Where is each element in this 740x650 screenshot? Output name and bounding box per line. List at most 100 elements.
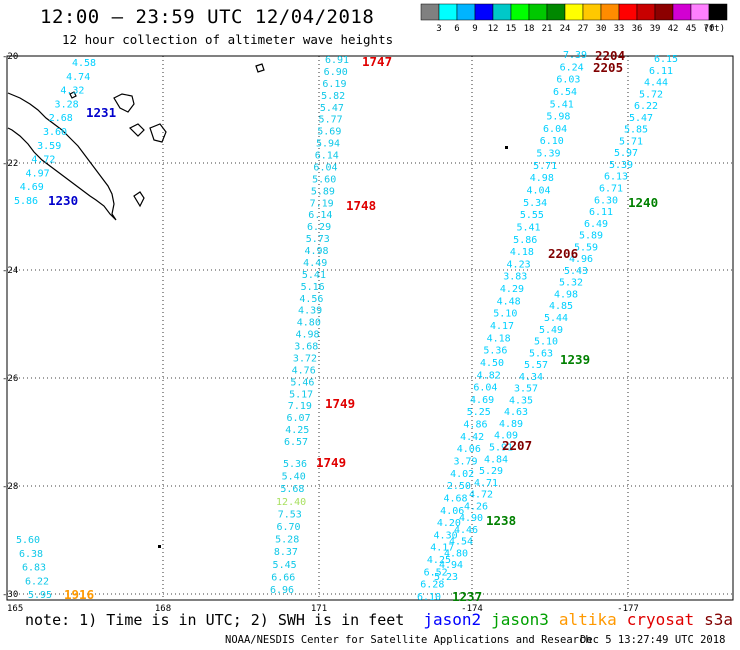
track-b-value: 5.36 bbox=[483, 346, 507, 357]
track-a-value: 5.46 bbox=[290, 377, 314, 388]
track-time-label: 1230 bbox=[48, 193, 78, 208]
track-b-value: 4.23 bbox=[507, 259, 531, 270]
sw-track-value: 6.22 bbox=[25, 576, 49, 587]
track-c-value: 6.13 bbox=[604, 172, 628, 183]
track-a-value: 5.94 bbox=[316, 139, 340, 150]
scale-label: 42 bbox=[668, 24, 679, 34]
track-b-value: 6.10 bbox=[417, 592, 441, 603]
scale-label: 6 bbox=[454, 24, 459, 34]
track-c-value: 4.63 bbox=[504, 407, 528, 418]
track-c-value: 6.11 bbox=[649, 66, 673, 77]
island-pines bbox=[133, 191, 145, 208]
track-b-value: 4.50 bbox=[480, 358, 504, 369]
track-c-value: 5.10 bbox=[534, 337, 558, 348]
track-c-value: 4.72 bbox=[469, 490, 493, 501]
track-time-label: 1237 bbox=[452, 589, 482, 604]
satellite-jason3: jason3 bbox=[491, 610, 549, 629]
track-b-value: 6.28 bbox=[420, 580, 444, 591]
track-time-label: 1240 bbox=[628, 195, 658, 210]
lat-label: -28 bbox=[2, 482, 18, 492]
track-c-value: 5.71 bbox=[619, 136, 643, 147]
west-track-value: 4.74 bbox=[66, 72, 90, 83]
track-b-value: 5.34 bbox=[523, 198, 547, 209]
track-a-value: 6.14 bbox=[308, 210, 332, 221]
track-b-value: 4.18 bbox=[487, 333, 511, 344]
track-a-value: 5.68 bbox=[280, 484, 304, 495]
track-b-value: 4.42 bbox=[460, 432, 484, 443]
track-c-value: 5.85 bbox=[624, 125, 648, 136]
map-axes: 165 168 171 -174 -177 -20 -22 -24 -26 -28 -30 bbox=[2, 52, 639, 614]
track-time-label: 1916 bbox=[64, 587, 94, 602]
page-title: 12:00 – 23:59 UTC 12/04/2018 bbox=[40, 6, 375, 28]
track-a-value: 4.49 bbox=[303, 258, 327, 269]
track-b-value: 2.50 bbox=[447, 481, 471, 492]
lon-label: -177 bbox=[617, 604, 639, 614]
scale-label: 18 bbox=[524, 24, 535, 34]
track-b-value: 6.03 bbox=[556, 75, 580, 86]
lat-label: -20 bbox=[2, 52, 18, 62]
lat-label: -26 bbox=[2, 374, 18, 384]
lat-label: -22 bbox=[2, 159, 18, 169]
sw-track-value: 6.38 bbox=[19, 549, 43, 560]
track-c-value: 5.49 bbox=[539, 325, 563, 336]
scale-label: 24 bbox=[560, 24, 571, 34]
track-a-value: 5.69 bbox=[317, 127, 341, 138]
track-b-value: 4.04 bbox=[526, 186, 550, 197]
satellite-s3a: s3a bbox=[704, 610, 734, 629]
satellite-cryosat: cryosat bbox=[626, 610, 695, 629]
west-track-value: 3.59 bbox=[37, 141, 61, 152]
track-c-value: 4.09 bbox=[494, 431, 518, 442]
track-a-value: 4.98 bbox=[295, 330, 319, 341]
track-c-value: 5.72 bbox=[639, 89, 663, 100]
track-a-value: 3.72 bbox=[293, 353, 317, 364]
track-c-value: 4.26 bbox=[464, 501, 488, 512]
track-b-value: 5.98 bbox=[546, 112, 570, 123]
track-c-value: 4.46 bbox=[454, 525, 478, 536]
track-c-value: 5.32 bbox=[559, 278, 583, 289]
lon-label: -174 bbox=[461, 604, 483, 614]
track-a-value: 5.40 bbox=[282, 472, 306, 483]
track-c-value: 6.22 bbox=[634, 101, 658, 112]
island-dot-2 bbox=[505, 146, 508, 149]
track-b-value: 6.24 bbox=[560, 62, 584, 73]
track-a-value: 5.82 bbox=[321, 91, 345, 102]
coastline bbox=[7, 63, 265, 221]
track-time-label: 1239 bbox=[560, 352, 590, 367]
track-c-value: 5.29 bbox=[479, 466, 503, 477]
lon-label: 171 bbox=[311, 604, 327, 614]
track-a-value: 6.96 bbox=[270, 585, 294, 596]
scale-label: 70 bbox=[704, 24, 715, 34]
track-c-value: 4.98 bbox=[554, 289, 578, 300]
track-c-value: 5.89 bbox=[579, 231, 603, 242]
scale-label: 36 bbox=[632, 24, 643, 34]
satellite-altika: altika bbox=[558, 610, 617, 629]
track-c-value: 6.11 bbox=[589, 207, 613, 218]
track-a-value: 3.68 bbox=[294, 342, 318, 353]
track-time-label: 1747 bbox=[362, 54, 392, 69]
track-b-value: 4.02 bbox=[450, 469, 474, 480]
west-track-value: 4.72 bbox=[31, 155, 55, 166]
track-a-value: 12.40 bbox=[276, 497, 306, 508]
track-b-value: 4.17 bbox=[490, 321, 514, 332]
track-b-value: 5.41 bbox=[516, 222, 540, 233]
track-b-value: 4.25 bbox=[427, 555, 451, 566]
track-c-value: 4.54 bbox=[449, 537, 473, 548]
track-a-value: 5.45 bbox=[273, 560, 297, 571]
west-track-value: 4.32 bbox=[60, 86, 84, 97]
satellite-legend: jason2 jason3 altika cryosat s3a bbox=[413, 610, 734, 629]
lat-label: -24 bbox=[2, 266, 18, 276]
track-b-value: 4.18 bbox=[510, 247, 534, 258]
scale-label: 12 bbox=[488, 24, 499, 34]
track-a-value: 7.19 bbox=[288, 401, 312, 412]
track-c-value: 4.80 bbox=[444, 548, 468, 559]
track-a-value: 4.98 bbox=[304, 246, 328, 257]
track-b-value: 7.39 bbox=[563, 50, 587, 61]
track-a-value: 5.47 bbox=[320, 103, 344, 114]
lon-label: 165 bbox=[7, 604, 23, 614]
map-frame bbox=[6, 55, 734, 601]
track-b-value: 5.41 bbox=[550, 99, 574, 110]
track-b-value: 4.30 bbox=[434, 530, 458, 541]
track-a-value: 6.04 bbox=[313, 162, 337, 173]
scale-label: 9 bbox=[472, 24, 477, 34]
track-b-value: 4.06 bbox=[440, 506, 464, 517]
